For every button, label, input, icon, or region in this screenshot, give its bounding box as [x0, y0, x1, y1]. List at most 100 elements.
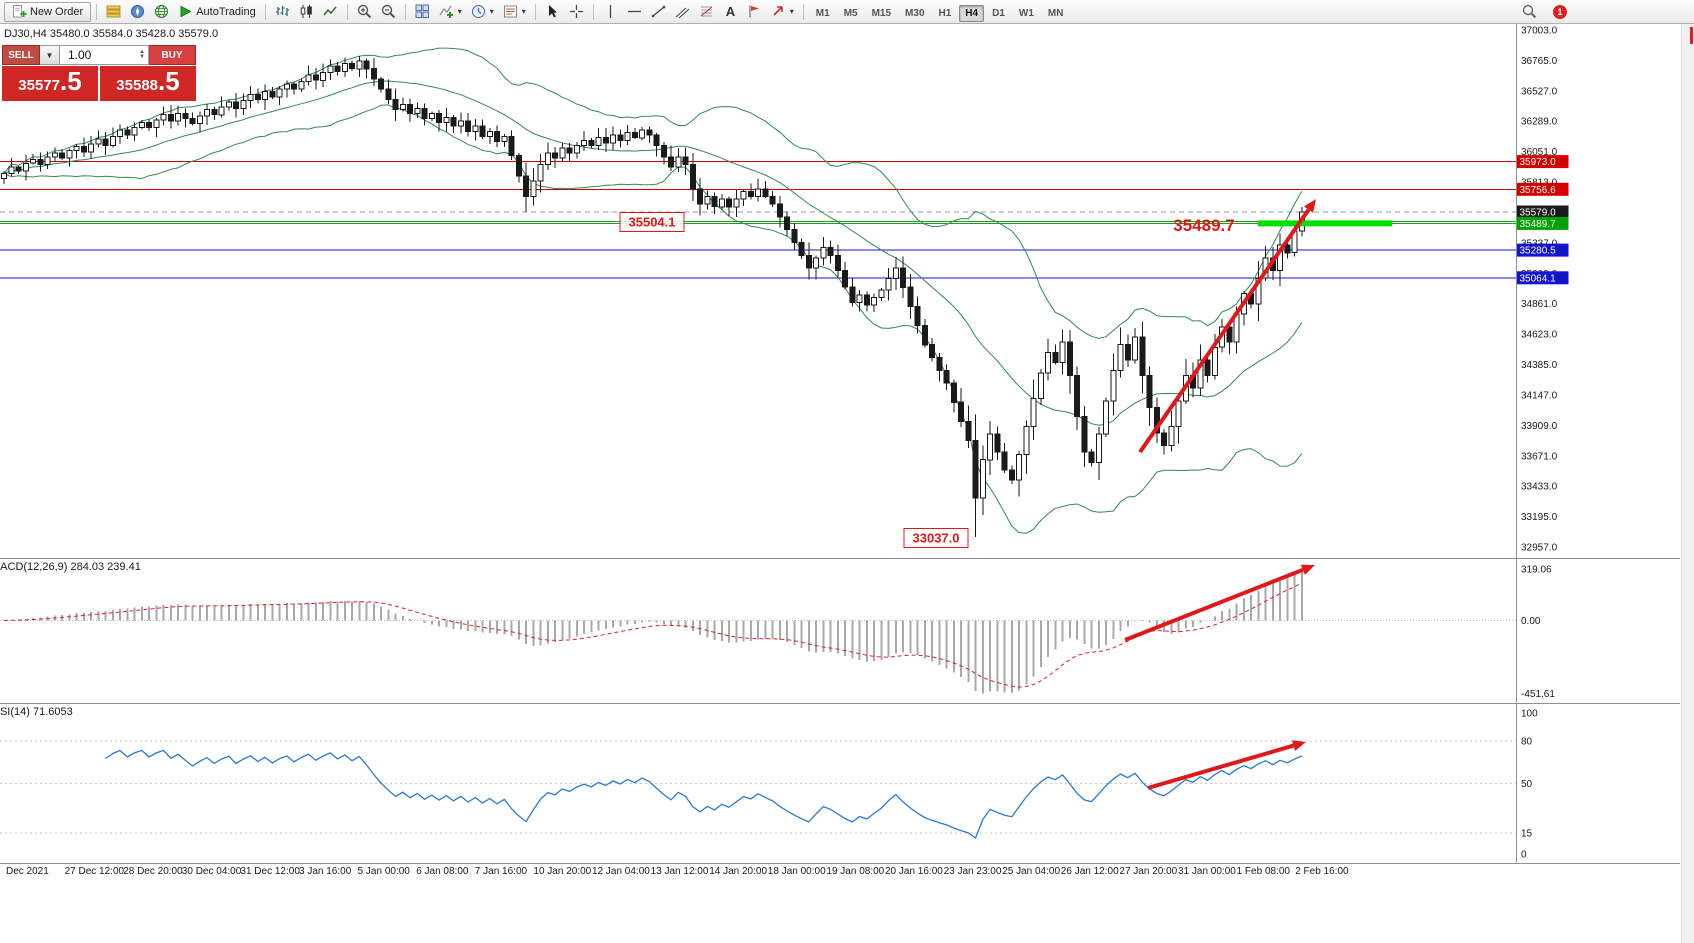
volume-stepper[interactable]: ▲ ▼: [139, 49, 146, 60]
buy-button[interactable]: BUY: [149, 45, 196, 65]
time-axis-label: 19 Jan 08:00: [826, 866, 885, 877]
timeframe-w1-button[interactable]: W1: [1018, 7, 1034, 19]
trendline-button[interactable]: [647, 2, 670, 22]
timeframe-m5-button[interactable]: M5: [843, 7, 858, 19]
zoom-out-button[interactable]: [377, 2, 400, 22]
horizontal-line-button[interactable]: [623, 2, 646, 22]
navigator-button[interactable]: [126, 2, 149, 22]
candlestick-chart-icon: [300, 5, 312, 18]
svg-text:35579.0: 35579.0: [1520, 208, 1557, 219]
price-axis-separator: [1516, 24, 1517, 863]
panel-divider[interactable]: [0, 703, 1680, 704]
sell-price-button[interactable]: 35577.5: [2, 66, 98, 101]
cursor-button[interactable]: [541, 2, 564, 22]
svg-text:37003.0: 37003.0: [1521, 26, 1558, 37]
arrows-button[interactable]: ▾: [767, 2, 798, 22]
rsi-axis-labels: 100 80 50 15 0: [1521, 709, 1538, 861]
toolbar-separator: [346, 3, 348, 20]
svg-text:33671.0: 33671.0: [1521, 451, 1558, 462]
equidistant-channel-button[interactable]: [671, 2, 694, 22]
timeframe-mn-button[interactable]: MN: [1047, 7, 1064, 19]
rsi-panel-surface[interactable]: 100 80 50 15 0: [0, 704, 1680, 863]
volume-input[interactable]: 1.00 ▲ ▼: [60, 45, 149, 65]
svg-text:15: 15: [1521, 828, 1533, 839]
chevron-down-icon: ▾: [457, 7, 462, 16]
panel-divider: [0, 863, 1680, 864]
svg-text:32957.0: 32957.0: [1521, 543, 1558, 554]
search-button[interactable]: [1518, 2, 1541, 22]
timeframe-m30-button[interactable]: M30: [905, 7, 925, 19]
line-chart-icon: [323, 6, 337, 16]
notifications-badge[interactable]: 1: [1553, 4, 1567, 19]
periods-icon: [471, 5, 485, 18]
indicators-button[interactable]: ▾: [435, 2, 466, 22]
zoom-in-icon: [357, 4, 371, 19]
trade-options-dropdown[interactable]: ▼: [40, 45, 60, 65]
candlestick-chart-button[interactable]: [295, 2, 318, 22]
svg-text:36051.0: 36051.0: [1521, 147, 1558, 158]
bar-chart-icon: [275, 6, 289, 16]
bar-chart-button[interactable]: [271, 2, 294, 22]
time-axis[interactable]: Dec 2021 27 Dec 12:00 28 Dec 20:00 30 Dec 0…: [0, 864, 1680, 881]
stepper-down-icon[interactable]: ▼: [139, 54, 145, 60]
chevron-down-icon: ▼: [45, 50, 54, 60]
templates-button[interactable]: ▾: [499, 2, 530, 22]
autotrading-icon: [180, 5, 192, 18]
toolbar: New Order AutoTrading ▾ ▾ ▾ A ▾: [0, 0, 1694, 24]
toolbar-separator: [534, 3, 536, 20]
periods-button[interactable]: ▾: [467, 2, 498, 22]
crosshair-button[interactable]: [565, 2, 588, 22]
horizontal-line-icon: [627, 10, 641, 13]
main-chart-surface[interactable]: 37003.036765.036527.036289.036051.035813…: [0, 24, 1680, 558]
svg-text:35064.1: 35064.1: [1520, 273, 1557, 284]
text-button[interactable]: A: [719, 2, 742, 22]
text-label-button[interactable]: [743, 2, 766, 22]
zoom-in-button[interactable]: [353, 2, 376, 22]
autotrading-button[interactable]: AutoTrading: [174, 2, 260, 22]
buy-price-button[interactable]: 35588.5: [100, 66, 196, 101]
chevron-down-icon: ▾: [489, 7, 494, 16]
timeframe-d1-button[interactable]: D1: [992, 7, 1005, 19]
terminal-button[interactable]: [150, 2, 173, 22]
trendline-icon: [651, 5, 666, 18]
macd-axis-labels: 319.06 0.00 -451.61: [1521, 564, 1555, 700]
svg-text:36527.0: 36527.0: [1521, 86, 1558, 97]
market-watch-icon: [106, 5, 121, 18]
svg-text:34147.0: 34147.0: [1521, 390, 1558, 401]
volume-value: 1.00: [68, 48, 92, 62]
sell-button[interactable]: SELL: [2, 45, 40, 65]
vertical-line-icon: [609, 5, 611, 18]
chart-annotations[interactable]: 35504.1 35489.7 33037.0: [619, 212, 1235, 548]
rsi-line: [105, 749, 1303, 840]
timeframe-m15-button[interactable]: M15: [871, 7, 892, 19]
stepper-up-icon[interactable]: ▲: [139, 49, 145, 55]
svg-text:A: A: [726, 4, 736, 19]
macd-trend-arrow: [1124, 564, 1315, 642]
line-chart-button[interactable]: [319, 2, 342, 22]
bollinger-lower: [3, 104, 1303, 534]
time-axis-label: 3 Jan 16:00: [299, 866, 352, 877]
timeframe-m1-button[interactable]: M1: [815, 7, 830, 19]
time-axis-label: 14 Jan 20:00: [709, 866, 768, 877]
svg-text:50: 50: [1521, 779, 1533, 790]
timeframe-h4-button[interactable]: H4: [959, 4, 985, 22]
vertical-scrollbar[interactable]: [1681, 24, 1694, 943]
time-axis-label: 30 Dec 04:00: [181, 866, 242, 877]
crosshair-icon: [569, 5, 583, 18]
new-order-label: New Order: [30, 5, 84, 18]
time-axis-label: 6 Jan 08:00: [416, 866, 469, 877]
macd-panel-surface[interactable]: 319.06 0.00 -451.61: [0, 559, 1680, 703]
scrollbar-thumb[interactable]: [1690, 27, 1693, 44]
time-axis-label: Dec 2021: [6, 866, 49, 877]
timeframe-h1-button[interactable]: H1: [938, 7, 952, 19]
market-watch-button[interactable]: [102, 2, 125, 22]
tile-windows-button[interactable]: [411, 2, 434, 22]
time-axis-label: 1 Feb 08:00: [1236, 866, 1290, 877]
time-axis-label: 25 Jan 04:00: [1002, 866, 1061, 877]
new-order-button[interactable]: New Order: [4, 1, 92, 22]
panel-divider[interactable]: [0, 558, 1680, 559]
fibonacci-button[interactable]: [695, 2, 718, 22]
vertical-line-button[interactable]: [599, 2, 622, 22]
trend-arrow: [1138, 199, 1316, 454]
